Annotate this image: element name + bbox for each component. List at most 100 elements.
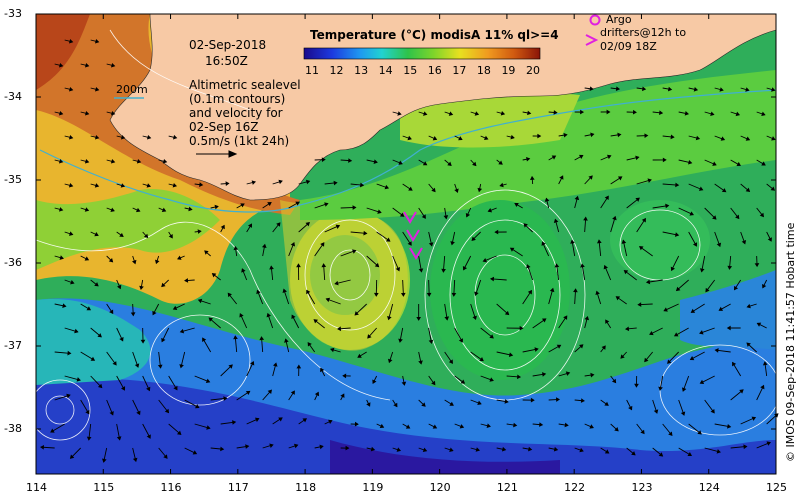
velocity-arrow-head <box>67 350 72 356</box>
velocity-arrow-head <box>680 411 686 416</box>
velocity-arrow-head <box>407 241 412 246</box>
velocity-arrow-head <box>250 361 255 366</box>
velocity-arrow-head <box>486 423 491 428</box>
velocity-arrow-head <box>699 379 705 384</box>
velocity-arrow-head <box>428 242 434 247</box>
velocity-arrow-head <box>112 361 117 366</box>
velocity-arrow-head <box>94 38 100 44</box>
velocity-arrow-head <box>766 441 771 446</box>
velocity-arrow-head <box>541 372 547 377</box>
velocity-arrow-head <box>120 386 126 391</box>
velocity-arrow-head <box>579 344 584 349</box>
velocity-arrow-head <box>712 161 717 166</box>
velocity-arrow-head <box>526 156 531 162</box>
velocity-arrow-head <box>670 266 675 272</box>
velocity-arrow-head <box>109 309 114 315</box>
velocity-arrow-head <box>357 353 362 358</box>
velocity-arrow-head <box>588 175 593 180</box>
velocity-arrow-head <box>580 263 585 268</box>
velocity-arrow-head <box>684 111 689 116</box>
velocity-arrow-head <box>227 292 232 298</box>
velocity-arrow-head <box>76 377 81 382</box>
velocity-arrow-head <box>719 87 724 92</box>
isobath-200m <box>39 89 777 213</box>
velocity-arrow-head <box>637 302 642 307</box>
velocity-arrow-head <box>245 444 250 449</box>
velocity-arrow-head <box>623 270 629 275</box>
velocity-arrow-head <box>422 161 428 166</box>
velocity-arrow-head <box>736 161 741 166</box>
velocity-arrow-head <box>606 109 611 115</box>
velocity-arrow-head <box>714 348 719 353</box>
velocity-arrow-head <box>161 207 167 212</box>
velocity-arrow-head <box>482 257 488 263</box>
velocity-arrow-head <box>401 381 407 386</box>
velocity-arrow-head <box>611 378 617 384</box>
velocity-arrow-head <box>366 402 371 407</box>
x-tick-label: 116 <box>160 481 182 494</box>
velocity-arrow-head <box>499 182 504 188</box>
velocity-arrow-head <box>759 212 764 218</box>
velocity-arrow-head <box>675 286 681 292</box>
drifter-legend-line-1: drifters@12h to <box>600 26 687 39</box>
velocity-arrow-head <box>146 434 151 439</box>
velocity-arrow-head <box>528 446 533 452</box>
x-tick-label: 122 <box>564 481 586 494</box>
velocity-arrow-head <box>590 372 595 378</box>
velocity-arrow-head <box>537 133 542 139</box>
velocity-arrow-head <box>574 195 580 201</box>
velocity-arrow-head <box>120 183 126 188</box>
velocity-arrow-head <box>94 86 100 92</box>
velocity-arrow-head <box>544 197 550 202</box>
velocity-arrow-head <box>479 357 484 362</box>
velocity-arrow-head <box>500 110 506 116</box>
colorbar-tick-label: 14 <box>378 64 393 77</box>
velocity-arrow-head <box>589 86 594 92</box>
velocity-arrow-head <box>293 443 299 449</box>
argo-legend-label: Argo <box>606 13 632 26</box>
velocity-arrow-head <box>504 399 509 404</box>
velocity-arrow-head <box>472 315 477 321</box>
velocity-arrow-head <box>223 396 228 401</box>
velocity-arrow-head <box>179 364 184 369</box>
velocity-arrow-head <box>631 451 636 456</box>
velocity-arrow-head <box>663 307 668 312</box>
velocity-arrow-head <box>348 158 353 163</box>
velocity-arrow-head <box>644 133 649 139</box>
velocity-arrow-head <box>109 411 114 416</box>
velocity-arrow-head <box>256 289 261 295</box>
velocity-arrow-head <box>590 132 595 138</box>
velocity-arrow-head <box>269 443 274 448</box>
velocity-arrow-head <box>712 215 717 220</box>
velocity-arrow-head <box>161 282 166 288</box>
velocity-arrow-head <box>195 404 200 409</box>
velocity-arrow-head <box>110 110 116 116</box>
velocity-arrow-head <box>745 87 750 92</box>
velocity-arrow-head <box>97 383 103 389</box>
velocity-arrow-head <box>202 337 207 342</box>
velocity-arrow-head <box>367 334 372 339</box>
velocity-arrow-head <box>58 207 64 212</box>
velocity-arrow-head <box>564 422 569 428</box>
velocity-arrow-head <box>245 390 251 395</box>
colorbar-tick-label: 13 <box>354 64 369 77</box>
velocity-arrow-head <box>649 330 654 336</box>
velocity-arrow-head <box>735 111 741 117</box>
velocity-arrow-head <box>110 159 116 164</box>
velocity-arrow-head <box>370 446 376 452</box>
y-tick-label: -36 <box>4 256 22 269</box>
velocity-arrow-head <box>530 397 535 403</box>
velocity-arrow-head <box>710 409 715 414</box>
velocity-arrow-head <box>239 313 244 318</box>
velocity-arrow-head <box>612 215 617 221</box>
velocity-arrow-head <box>278 179 283 185</box>
velocity-arrow-head <box>354 311 359 316</box>
velocity-arrow-head <box>305 179 311 185</box>
velocity-arrow-head <box>152 310 157 316</box>
velocity-arrow-head <box>472 161 477 167</box>
velocity-arrow-head <box>74 328 79 334</box>
velocity-arrow-head <box>259 336 265 341</box>
velocity-arrow-head <box>184 278 189 283</box>
velocity-arrow-head <box>745 136 751 141</box>
velocity-arrow-head <box>233 335 238 340</box>
